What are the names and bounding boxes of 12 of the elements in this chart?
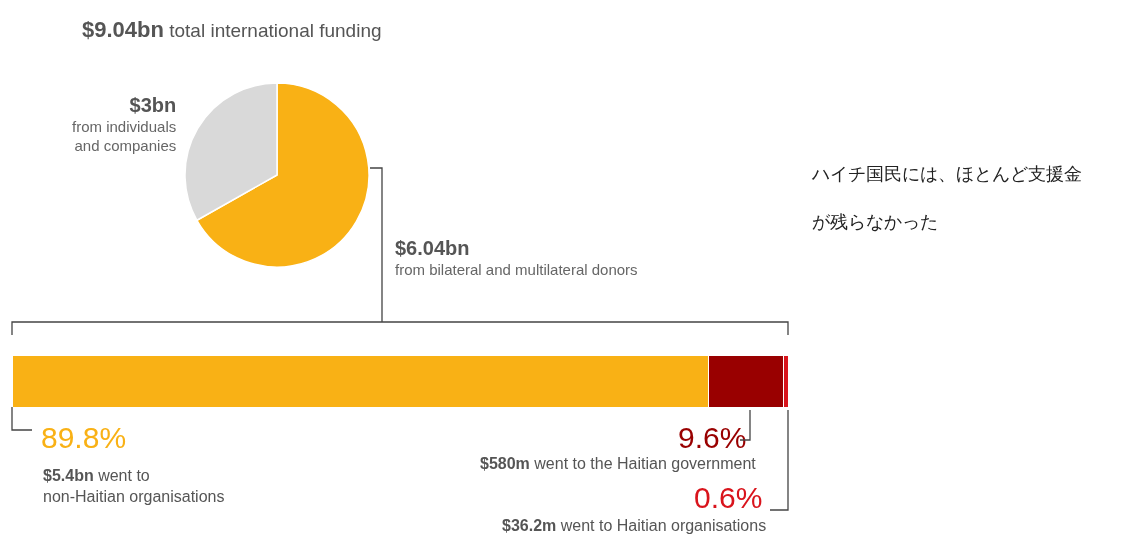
data-label: 9.6% — [678, 421, 747, 454]
text: $5.4bn went to non-Haitian organisations — [43, 467, 225, 505]
data-label: $3bn — [129, 94, 177, 116]
data-label: $6.04bn — [395, 237, 470, 259]
data-label: 0.6% — [694, 481, 763, 514]
text: $580m went to the Haitian government — [480, 455, 757, 472]
text: $36.2m went to Haitian organisations — [502, 517, 767, 534]
text: ハイチ国民には、ほとんど支援金が残らなかった — [812, 163, 1082, 232]
chart-title: $9.04bn total international funding — [82, 16, 382, 42]
data-label: 89.8% — [41, 421, 127, 454]
slice-label: from individuals and companies — [72, 117, 177, 154]
slice-label: from bilateral and multilateral donors — [395, 260, 638, 278]
